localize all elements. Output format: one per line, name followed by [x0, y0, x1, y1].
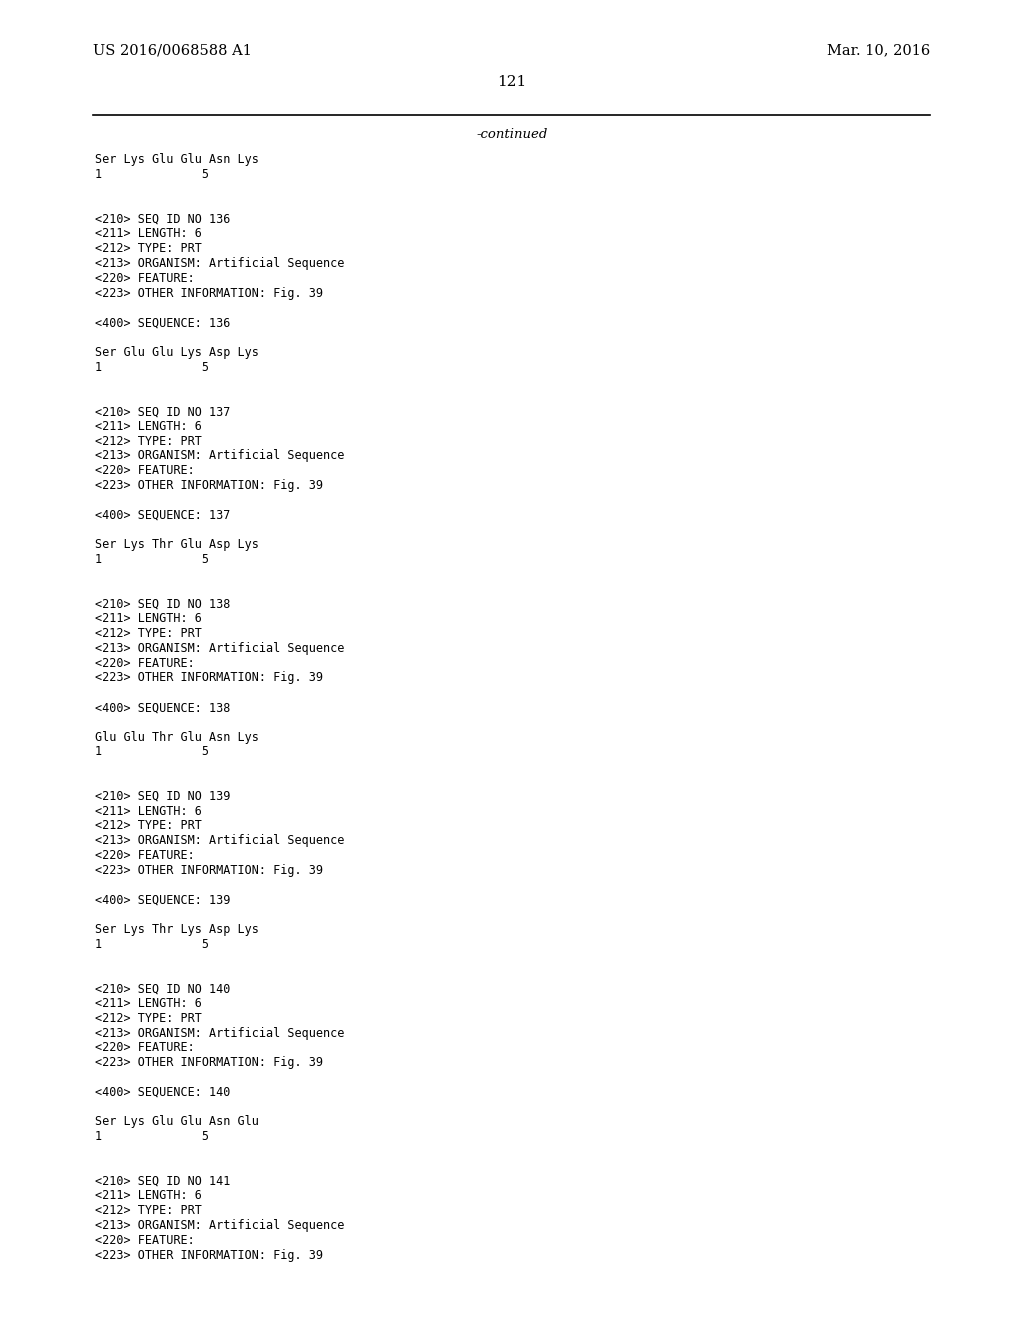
Text: <220> FEATURE:: <220> FEATURE: [95, 272, 195, 285]
Text: <211> LENGTH: 6: <211> LENGTH: 6 [95, 612, 202, 626]
Text: <211> LENGTH: 6: <211> LENGTH: 6 [95, 227, 202, 240]
Text: <400> SEQUENCE: 138: <400> SEQUENCE: 138 [95, 701, 230, 714]
Text: <210> SEQ ID NO 141: <210> SEQ ID NO 141 [95, 1175, 230, 1188]
Text: <211> LENGTH: 6: <211> LENGTH: 6 [95, 420, 202, 433]
Text: <213> ORGANISM: Artificial Sequence: <213> ORGANISM: Artificial Sequence [95, 1027, 344, 1040]
Text: <220> FEATURE:: <220> FEATURE: [95, 465, 195, 478]
Text: Ser Lys Glu Glu Asn Glu: Ser Lys Glu Glu Asn Glu [95, 1115, 259, 1129]
Text: <213> ORGANISM: Artificial Sequence: <213> ORGANISM: Artificial Sequence [95, 450, 344, 462]
Text: US 2016/0068588 A1: US 2016/0068588 A1 [93, 44, 252, 57]
Text: 1              5: 1 5 [95, 1130, 209, 1143]
Text: <213> ORGANISM: Artificial Sequence: <213> ORGANISM: Artificial Sequence [95, 642, 344, 655]
Text: Mar. 10, 2016: Mar. 10, 2016 [826, 44, 930, 57]
Text: <220> FEATURE:: <220> FEATURE: [95, 1234, 195, 1247]
Text: <212> TYPE: PRT: <212> TYPE: PRT [95, 243, 202, 255]
Text: <212> TYPE: PRT: <212> TYPE: PRT [95, 1204, 202, 1217]
Text: <212> TYPE: PRT: <212> TYPE: PRT [95, 434, 202, 447]
Text: <223> OTHER INFORMATION: Fig. 39: <223> OTHER INFORMATION: Fig. 39 [95, 863, 323, 876]
Text: <223> OTHER INFORMATION: Fig. 39: <223> OTHER INFORMATION: Fig. 39 [95, 286, 323, 300]
Text: <223> OTHER INFORMATION: Fig. 39: <223> OTHER INFORMATION: Fig. 39 [95, 1056, 323, 1069]
Text: Ser Lys Thr Lys Asp Lys: Ser Lys Thr Lys Asp Lys [95, 923, 259, 936]
Text: <220> FEATURE:: <220> FEATURE: [95, 656, 195, 669]
Text: <400> SEQUENCE: 139: <400> SEQUENCE: 139 [95, 894, 230, 907]
Text: 1              5: 1 5 [95, 168, 209, 181]
Text: 1              5: 1 5 [95, 360, 209, 374]
Text: <213> ORGANISM: Artificial Sequence: <213> ORGANISM: Artificial Sequence [95, 257, 344, 271]
Text: Ser Lys Thr Glu Asp Lys: Ser Lys Thr Glu Asp Lys [95, 539, 259, 552]
Text: <210> SEQ ID NO 138: <210> SEQ ID NO 138 [95, 598, 230, 610]
Text: 1              5: 1 5 [95, 939, 209, 950]
Text: <210> SEQ ID NO 137: <210> SEQ ID NO 137 [95, 405, 230, 418]
Text: <400> SEQUENCE: 136: <400> SEQUENCE: 136 [95, 317, 230, 329]
Text: 1              5: 1 5 [95, 553, 209, 566]
Text: <220> FEATURE:: <220> FEATURE: [95, 1041, 195, 1055]
Text: <211> LENGTH: 6: <211> LENGTH: 6 [95, 805, 202, 817]
Text: <212> TYPE: PRT: <212> TYPE: PRT [95, 820, 202, 833]
Text: <210> SEQ ID NO 140: <210> SEQ ID NO 140 [95, 982, 230, 995]
Text: -continued: -continued [476, 128, 548, 141]
Text: <220> FEATURE:: <220> FEATURE: [95, 849, 195, 862]
Text: <223> OTHER INFORMATION: Fig. 39: <223> OTHER INFORMATION: Fig. 39 [95, 479, 323, 492]
Text: 121: 121 [498, 75, 526, 88]
Text: 1              5: 1 5 [95, 746, 209, 759]
Text: <212> TYPE: PRT: <212> TYPE: PRT [95, 1012, 202, 1024]
Text: <210> SEQ ID NO 139: <210> SEQ ID NO 139 [95, 789, 230, 803]
Text: <213> ORGANISM: Artificial Sequence: <213> ORGANISM: Artificial Sequence [95, 1220, 344, 1232]
Text: Ser Lys Glu Glu Asn Lys: Ser Lys Glu Glu Asn Lys [95, 153, 259, 166]
Text: <212> TYPE: PRT: <212> TYPE: PRT [95, 627, 202, 640]
Text: <223> OTHER INFORMATION: Fig. 39: <223> OTHER INFORMATION: Fig. 39 [95, 672, 323, 685]
Text: <213> ORGANISM: Artificial Sequence: <213> ORGANISM: Artificial Sequence [95, 834, 344, 847]
Text: Glu Glu Thr Glu Asn Lys: Glu Glu Thr Glu Asn Lys [95, 731, 259, 743]
Text: <211> LENGTH: 6: <211> LENGTH: 6 [95, 997, 202, 1010]
Text: <400> SEQUENCE: 140: <400> SEQUENCE: 140 [95, 1086, 230, 1098]
Text: <211> LENGTH: 6: <211> LENGTH: 6 [95, 1189, 202, 1203]
Text: Ser Glu Glu Lys Asp Lys: Ser Glu Glu Lys Asp Lys [95, 346, 259, 359]
Text: <400> SEQUENCE: 137: <400> SEQUENCE: 137 [95, 508, 230, 521]
Text: <223> OTHER INFORMATION: Fig. 39: <223> OTHER INFORMATION: Fig. 39 [95, 1249, 323, 1262]
Text: <210> SEQ ID NO 136: <210> SEQ ID NO 136 [95, 213, 230, 226]
